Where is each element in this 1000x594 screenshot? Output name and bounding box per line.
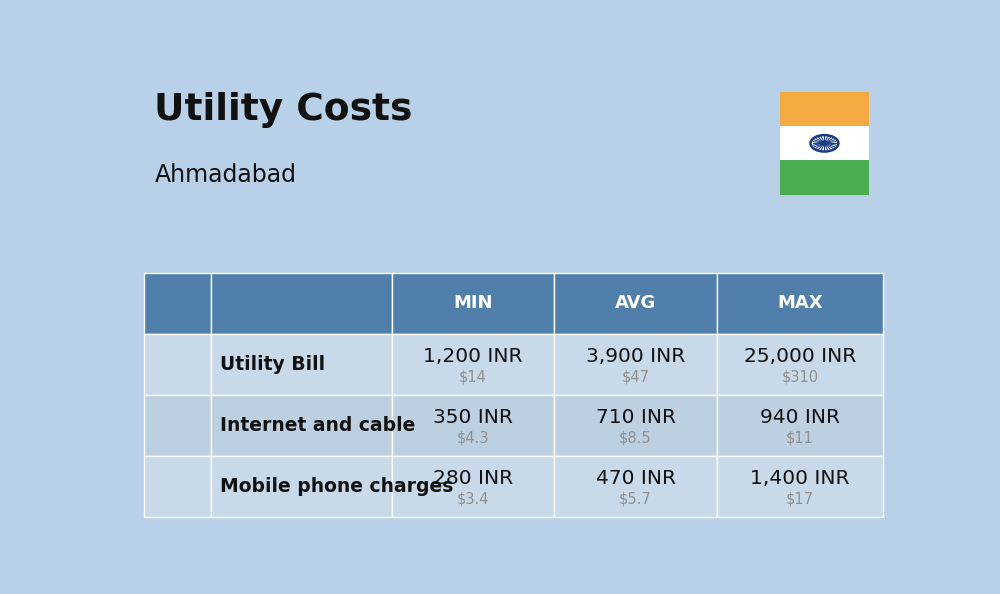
Circle shape (821, 141, 828, 145)
Text: $17: $17 (786, 491, 814, 506)
FancyBboxPatch shape (211, 273, 392, 334)
Text: $5.7: $5.7 (619, 491, 652, 506)
FancyBboxPatch shape (780, 92, 869, 126)
FancyBboxPatch shape (144, 334, 211, 395)
Text: MIN: MIN (453, 294, 493, 312)
FancyBboxPatch shape (211, 395, 392, 456)
Text: 1,200 INR: 1,200 INR (423, 347, 523, 366)
Text: 350 INR: 350 INR (433, 408, 513, 427)
FancyBboxPatch shape (144, 395, 211, 456)
Text: Internet and cable: Internet and cable (220, 416, 416, 435)
FancyBboxPatch shape (717, 273, 883, 334)
Text: Utility Bill: Utility Bill (220, 355, 325, 374)
Text: MAX: MAX (777, 294, 823, 312)
FancyBboxPatch shape (717, 395, 883, 456)
Text: 1,400 INR: 1,400 INR (750, 469, 850, 488)
FancyBboxPatch shape (554, 395, 717, 456)
Text: $47: $47 (622, 369, 650, 384)
Text: $310: $310 (781, 369, 818, 384)
FancyBboxPatch shape (144, 273, 211, 334)
FancyBboxPatch shape (717, 334, 883, 395)
FancyBboxPatch shape (554, 273, 717, 334)
FancyBboxPatch shape (392, 456, 554, 517)
Text: $14: $14 (459, 369, 487, 384)
FancyBboxPatch shape (554, 456, 717, 517)
Text: 940 INR: 940 INR (760, 408, 840, 427)
Text: $8.5: $8.5 (619, 430, 652, 445)
Text: Mobile phone charges: Mobile phone charges (220, 477, 454, 496)
Text: 3,900 INR: 3,900 INR (586, 347, 685, 366)
Text: 25,000 INR: 25,000 INR (744, 347, 856, 366)
Text: AVG: AVG (615, 294, 656, 312)
FancyBboxPatch shape (780, 126, 869, 160)
Text: 280 INR: 280 INR (433, 469, 513, 488)
FancyBboxPatch shape (392, 395, 554, 456)
FancyBboxPatch shape (392, 334, 554, 395)
Text: $3.4: $3.4 (457, 491, 489, 506)
FancyBboxPatch shape (392, 273, 554, 334)
FancyBboxPatch shape (211, 456, 392, 517)
FancyBboxPatch shape (211, 334, 392, 395)
Text: Utility Costs: Utility Costs (154, 92, 413, 128)
Text: 470 INR: 470 INR (596, 469, 676, 488)
FancyBboxPatch shape (780, 160, 869, 195)
FancyBboxPatch shape (717, 456, 883, 517)
FancyBboxPatch shape (554, 334, 717, 395)
FancyBboxPatch shape (144, 456, 211, 517)
Text: $11: $11 (786, 430, 814, 445)
Text: $4.3: $4.3 (457, 430, 489, 445)
Text: 710 INR: 710 INR (596, 408, 676, 427)
Text: Ahmadabad: Ahmadabad (154, 163, 296, 187)
